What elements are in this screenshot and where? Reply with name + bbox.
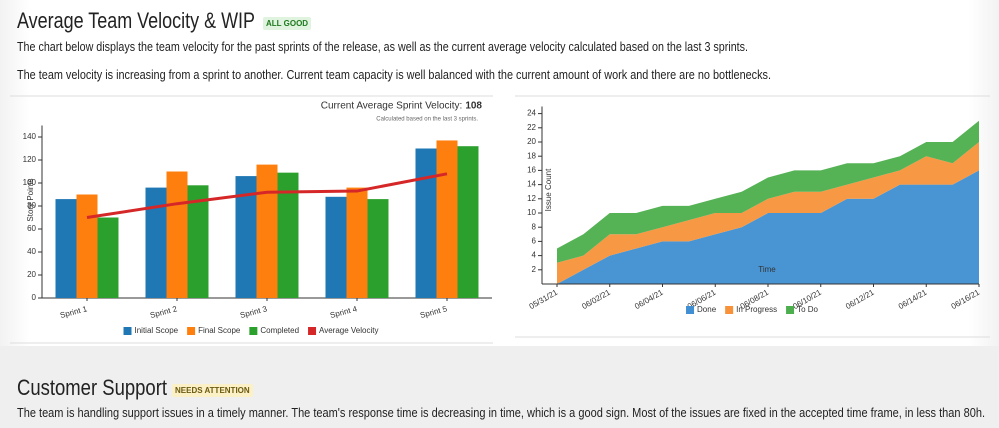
- legend-label: Final Scope: [198, 326, 241, 335]
- y-axis-label: Story Points: [26, 178, 35, 221]
- x-tick-label: 06/04/21: [633, 287, 665, 311]
- bar: [277, 172, 299, 298]
- y-tick-label: 20: [527, 137, 536, 146]
- y-tick-label: 16: [527, 166, 536, 175]
- paragraph: The team is handling support issues in a…: [17, 406, 985, 420]
- bar: [457, 146, 479, 298]
- section-title: Customer Support: [17, 375, 167, 400]
- y-tick-label: 120: [23, 155, 37, 164]
- legend-label: Initial Scope: [135, 326, 179, 335]
- y-tick-label: 24: [527, 109, 536, 118]
- bar: [325, 196, 347, 298]
- x-tick-label: 06/12/21: [844, 287, 876, 311]
- legend-swatch: [686, 306, 695, 314]
- bar: [97, 217, 119, 298]
- y-tick-label: 100: [23, 178, 37, 187]
- status-badge: ALL GOOD: [263, 17, 312, 30]
- paragraph: The team velocity is increasing from a s…: [17, 68, 771, 82]
- bar: [187, 185, 209, 298]
- legend-swatch: [308, 327, 317, 335]
- legend-label: To Do: [797, 305, 818, 314]
- legend-swatch: [786, 306, 795, 314]
- y-axis-label: Issue Count: [544, 168, 553, 211]
- legend-label: Average Velocity: [319, 326, 378, 335]
- legend: Initial Scope Final Scope Completed Average…: [123, 326, 378, 335]
- legend: Done In Progress To Do: [686, 305, 819, 314]
- bar: [166, 171, 188, 298]
- y-tick-label: 4: [532, 251, 537, 260]
- bar: [415, 148, 437, 298]
- y-tick-label: 8: [532, 222, 537, 231]
- y-tick-label: 18: [527, 151, 536, 160]
- legend-label: Done: [697, 305, 717, 314]
- bar: [55, 199, 77, 298]
- y-tick-label: 0: [32, 293, 37, 302]
- y-tick-label: 2: [532, 265, 537, 274]
- paragraph: The chart below displays the team veloci…: [17, 40, 748, 54]
- chart-title: 108: [465, 101, 482, 112]
- bar: [367, 199, 389, 298]
- x-tick-label: Sprint 4: [329, 304, 358, 320]
- bar: [346, 187, 368, 298]
- status-badge: NEEDS ATTENTION: [172, 384, 253, 397]
- y-tick-label: 22: [527, 123, 536, 132]
- area: [557, 120, 979, 263]
- x-tick-label: 06/16/21: [950, 287, 982, 311]
- bar: [436, 140, 458, 298]
- legend-swatch: [249, 327, 258, 335]
- y-tick-label: 6: [532, 237, 537, 246]
- bar: [145, 187, 167, 298]
- y-tick-label: 20: [27, 270, 36, 279]
- bar: [76, 194, 98, 298]
- y-tick-label: 10: [527, 208, 536, 217]
- y-tick-label: 80: [27, 201, 36, 210]
- y-tick-label: 140: [23, 132, 37, 141]
- y-tick-label: 40: [27, 247, 36, 256]
- x-tick-label: 06/02/21: [580, 287, 612, 311]
- x-axis-label: Time: [758, 265, 776, 274]
- line: [86, 172, 448, 219]
- area: [557, 170, 979, 284]
- x-tick-label: Sprint 5: [419, 304, 448, 320]
- x-tick-label: Sprint 3: [239, 304, 268, 320]
- x-tick-label: 05/31/21: [528, 287, 560, 311]
- x-tick-label: 06/14/21: [897, 287, 929, 311]
- bar: [235, 176, 257, 298]
- y-tick-label: 60: [27, 224, 36, 233]
- chart-title: Current Average Sprint Velocity:: [321, 101, 463, 112]
- y-tick-label: 12: [527, 194, 536, 203]
- bar: [256, 164, 278, 298]
- x-tick-label: Sprint 2: [149, 304, 178, 320]
- legend-swatch: [725, 306, 734, 314]
- legend-swatch: [123, 327, 132, 335]
- legend-swatch: [187, 327, 196, 335]
- legend-label: In Progress: [736, 305, 777, 314]
- x-tick-label: Sprint 1: [59, 304, 88, 320]
- y-tick-label: 14: [527, 180, 536, 189]
- legend-label: Completed: [260, 326, 299, 335]
- section-title: Average Team Velocity & WIP: [17, 8, 255, 33]
- chart-subtitle: Calculated based on the last 3 sprints.: [376, 117, 478, 123]
